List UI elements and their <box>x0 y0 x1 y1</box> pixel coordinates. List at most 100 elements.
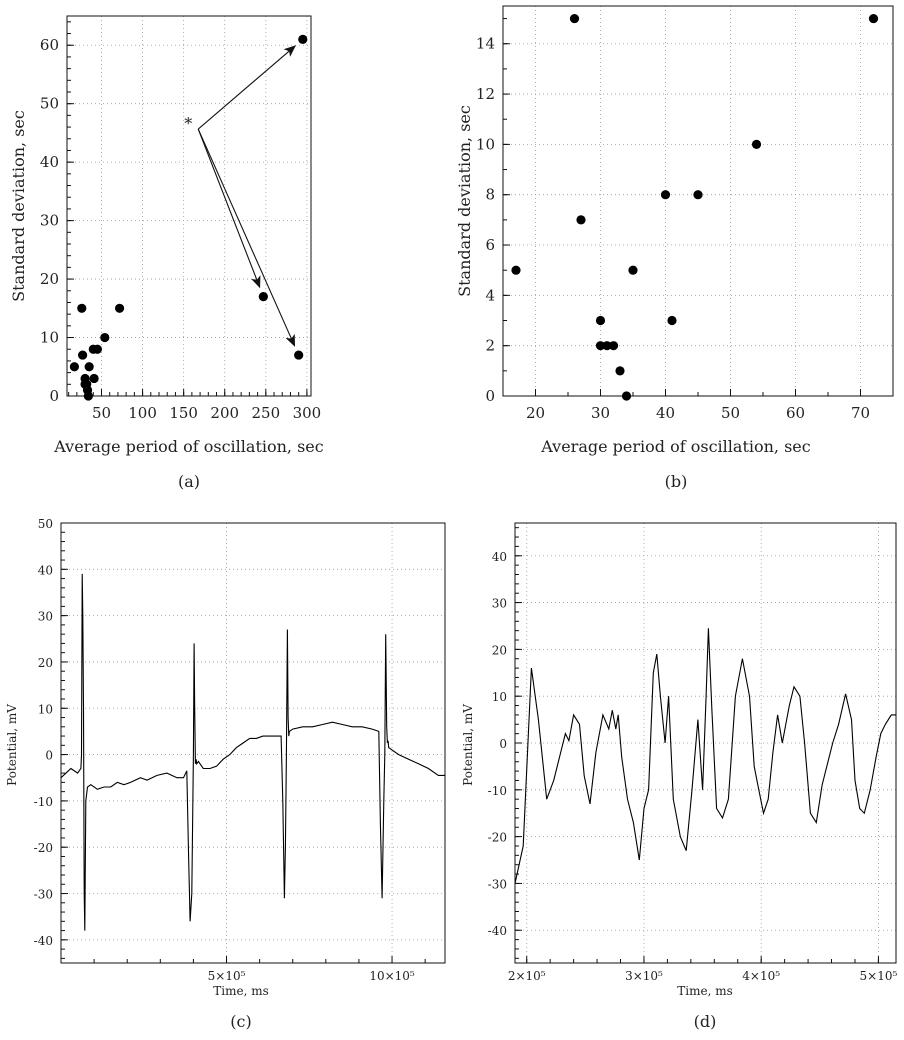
panel-b-ticks <box>502 18 894 397</box>
panel-a-ytick-label-4: 40 <box>40 153 59 171</box>
panel-b-point-5 <box>602 341 612 351</box>
panel-a-point-11 <box>89 373 99 384</box>
panel-b-frame <box>502 5 894 397</box>
panel-c-ytick-label-7: 30 <box>38 610 53 624</box>
panel-a-point-17 <box>298 34 308 44</box>
panel-b-point-11 <box>667 315 677 326</box>
panel-b-points <box>511 13 879 401</box>
panel-d-ytick-label-6: 20 <box>492 643 507 657</box>
panel-a-xtick-label-1: 100 <box>128 404 157 422</box>
panel-a-ytick-labels: 0 10 20 30 40 50 60 <box>40 36 59 405</box>
panel-c-ytick-label-1: -30 <box>34 888 53 902</box>
panel-c-ytick-label-5: 10 <box>38 702 53 716</box>
panel-b-point-13 <box>751 139 762 149</box>
panel-d-ylabel: Potential, mV <box>461 704 475 786</box>
panel-b-xtick-label-1: 30 <box>591 404 610 422</box>
panel-d-series-line <box>514 628 896 884</box>
panel-b-xtick-label-3: 50 <box>721 404 740 422</box>
panel-a-ytick-label-3: 30 <box>40 212 59 230</box>
panel-d-ytick-label-5: 10 <box>492 690 507 704</box>
panel-a-frame <box>66 15 312 397</box>
panel-b-ylabel: Standard deviation, sec <box>455 105 474 297</box>
panel-b-caption: (b) <box>665 472 688 491</box>
panel-a-xtick-label-5: 300 <box>293 404 322 422</box>
panel-a-point-13 <box>100 332 110 343</box>
panel-a-annotation-arrow-2 <box>197 128 296 347</box>
panel-a-point-8 <box>83 391 93 401</box>
panel-b-xtick-labels: 20 30 40 50 60 70 <box>526 404 870 422</box>
panel-c-frame <box>60 522 446 964</box>
panel-c-ticks <box>60 522 426 963</box>
panel-a: 50 100 150 200 250 300 0 10 20 30 40 50 60 * Averag… <box>9 15 324 491</box>
panel-c-ytick-label-0: -40 <box>34 934 53 948</box>
panel-a-point-9 <box>84 362 94 372</box>
panel-b-ytick-label-2: 4 <box>485 286 495 304</box>
panel-a-annotation: * <box>184 45 296 347</box>
panel-b-ytick-label-4: 8 <box>485 186 495 204</box>
panel-b-grid <box>503 6 893 397</box>
panel-a-xtick-label-2: 150 <box>169 404 198 422</box>
panel-b: 20 30 40 50 60 70 0 2 4 6 8 10 12 14 Average period … <box>455 5 894 491</box>
panel-d-ytick-label-2: -20 <box>488 831 507 845</box>
panel-c-grid <box>61 522 445 963</box>
panel-c-ytick-labels: -40 -30 -20 -10 0 10 20 30 40 50 <box>34 517 53 948</box>
panel-c-ytick-label-2: -20 <box>34 841 53 855</box>
panel-a-points <box>69 34 308 401</box>
panel-d-ytick-label-8: 40 <box>492 550 507 564</box>
panel-a-point-0 <box>69 362 79 372</box>
panel-b-ytick-label-5: 10 <box>476 135 495 153</box>
panel-d-ytick-label-3: -10 <box>488 784 507 798</box>
panel-d-trace <box>514 628 896 884</box>
panel-b-ytick-label-1: 2 <box>485 337 495 355</box>
panel-b-xtick-label-4: 60 <box>786 404 805 422</box>
panel-c-xtick-label-1: 10×10⁵ <box>369 969 415 983</box>
panel-a-xtick-label-3: 200 <box>210 404 239 422</box>
panel-a-point-16 <box>294 350 304 360</box>
panel-d-grid <box>515 523 896 963</box>
panel-b-point-7 <box>615 366 625 376</box>
panel-d-ytick-label-7: 30 <box>492 597 507 611</box>
panel-d-xtick-label-2: 4×10⁵ <box>742 969 780 983</box>
panel-b-point-3 <box>595 315 606 326</box>
panel-b-point-1 <box>569 13 580 24</box>
panel-a-ylabel: Standard deviation, sec <box>9 110 28 302</box>
panel-c: 5×10⁵ 10×10⁵ -40 -30 -20 -10 0 10 20 30 40 50 Time… <box>5 517 446 1031</box>
panel-c-ytick-label-9: 50 <box>38 517 53 531</box>
panel-d-frame <box>514 522 897 964</box>
panel-a-xtick-label-4: 250 <box>251 404 280 422</box>
panel-b-point-14 <box>868 13 879 24</box>
panel-b-point-10 <box>660 190 671 200</box>
panel-b-ytick-labels: 0 2 4 6 8 10 12 14 <box>476 35 495 405</box>
panel-a-ytick-label-5: 50 <box>40 95 59 113</box>
panel-c-ytick-label-3: -10 <box>34 795 53 809</box>
panel-a-ytick-label-6: 60 <box>40 36 59 54</box>
panel-b-ytick-label-6: 12 <box>476 85 495 103</box>
panel-d-xlabel: Time, ms <box>677 984 733 998</box>
panel-c-trace <box>60 573 445 931</box>
panel-a-annotation-arrow-1 <box>197 128 261 289</box>
panel-d-ytick-label-0: -40 <box>488 924 507 938</box>
panel-b-point-9 <box>628 265 638 275</box>
panel-d-xtick-label-1: 3×10⁵ <box>625 969 663 983</box>
panel-d-ytick-label-4: 0 <box>499 737 507 751</box>
panel-c-series-line <box>60 573 445 931</box>
panel-a-annotation-arrow-0 <box>197 45 296 130</box>
panel-b-xtick-label-0: 20 <box>526 404 545 422</box>
panel-a-point-1 <box>77 303 87 313</box>
panel-c-ytick-label-8: 40 <box>38 563 53 577</box>
panel-b-point-8 <box>621 391 632 401</box>
panel-c-ylabel: Potential, mV <box>5 704 19 786</box>
panel-b-point-2 <box>576 215 586 225</box>
panel-b-xtick-label-2: 40 <box>656 404 675 422</box>
panel-c-ytick-label-6: 20 <box>38 656 53 670</box>
panel-a-ytick-label-0: 0 <box>49 387 59 405</box>
panel-a-xtick-labels: 50 100 150 200 250 300 <box>92 404 321 422</box>
panel-c-xtick-label-0: 5×10⁵ <box>208 969 246 983</box>
panel-b-point-4 <box>595 341 606 351</box>
panel-a-ytick-label-2: 20 <box>40 270 59 288</box>
panel-a-ytick-label-1: 10 <box>40 329 59 347</box>
panel-b-xlabel: Average period of oscillation, sec <box>540 437 811 456</box>
panel-a-point-2 <box>78 350 88 360</box>
panel-a-annotation-star: * <box>184 114 192 133</box>
